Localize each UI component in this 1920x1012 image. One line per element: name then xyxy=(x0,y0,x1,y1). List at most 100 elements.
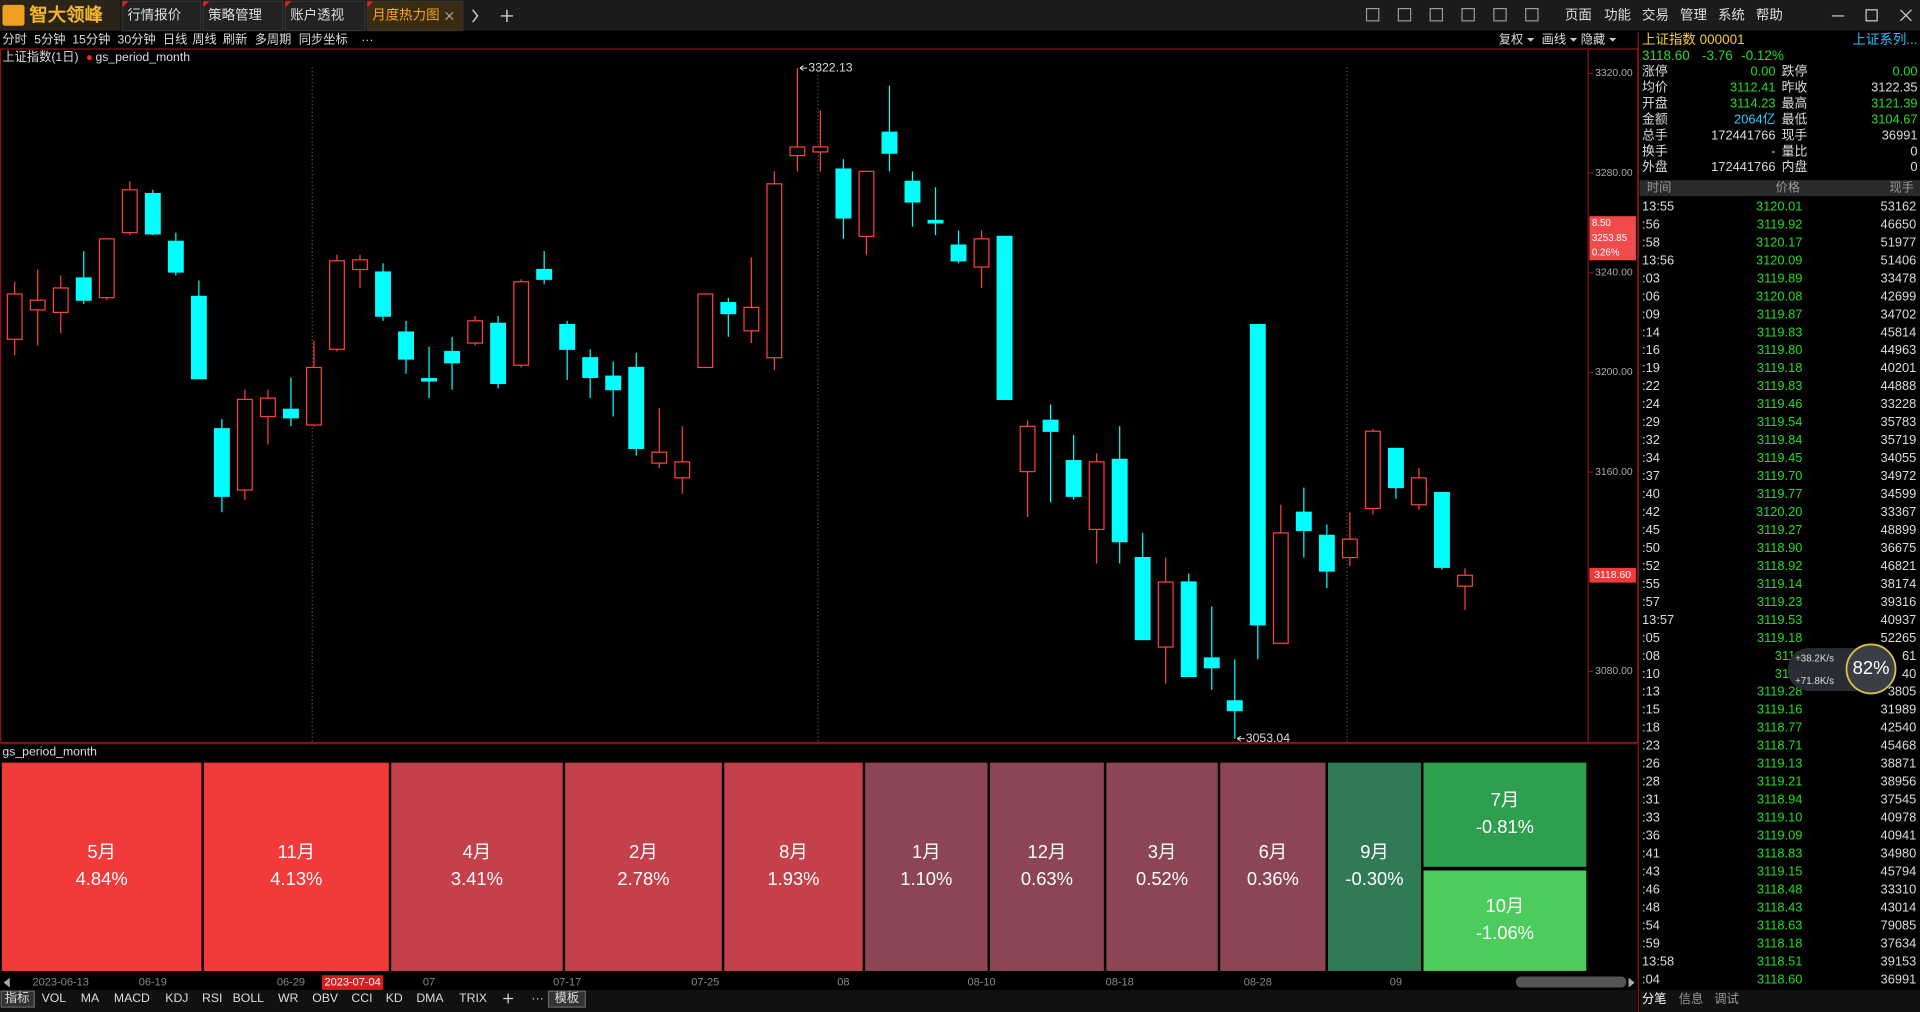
tick-time: :37 xyxy=(1642,468,1660,483)
tick-volume: 45794 xyxy=(1881,863,1917,878)
indicator-button[interactable]: TRIX xyxy=(459,991,487,1005)
period-button[interactable]: 5分钟 xyxy=(34,32,65,47)
heat-cell[interactable] xyxy=(988,761,1106,973)
toolbar-right[interactable]: 画线 xyxy=(1542,33,1566,47)
period-button[interactable]: 多周期 xyxy=(255,33,292,47)
period-button[interactable]: 分时 xyxy=(2,33,26,47)
toolbar-icon[interactable] xyxy=(1461,7,1475,22)
heat-cell[interactable] xyxy=(0,761,203,973)
stat-value: 0 xyxy=(1910,143,1917,158)
heat-cell[interactable] xyxy=(1326,761,1423,973)
tab-close[interactable] xyxy=(445,11,454,21)
period-button[interactable]: 15分钟 xyxy=(72,32,110,47)
candle-body xyxy=(1088,461,1105,531)
tab-add[interactable] xyxy=(500,9,514,23)
sidebar-tab[interactable]: 分笔 xyxy=(1642,991,1666,1006)
win-max[interactable] xyxy=(1865,9,1878,22)
scroll-left[interactable] xyxy=(3,977,10,988)
tick-price: 3119.18 xyxy=(1757,360,1803,375)
indicator-button[interactable]: KD xyxy=(386,991,403,1005)
series-link[interactable]: 上证系列... xyxy=(1852,32,1917,47)
win-close[interactable] xyxy=(1899,9,1912,22)
indicator-button[interactable]: MACD xyxy=(114,991,150,1005)
period-button[interactable]: 周线 xyxy=(192,33,216,47)
heat-cell[interactable] xyxy=(863,761,989,973)
toolbar-icon[interactable] xyxy=(1397,7,1412,22)
sidebar-tab[interactable]: 信息 xyxy=(1679,991,1703,1006)
period-button[interactable]: 同步坐标 xyxy=(299,33,348,47)
menu-item[interactable]: 帮助 xyxy=(1756,7,1783,22)
heat-cell[interactable] xyxy=(202,761,390,973)
indicator-button[interactable]: RSI xyxy=(202,991,222,1005)
tab-next[interactable] xyxy=(472,9,479,23)
tick-time: :48 xyxy=(1642,899,1660,914)
template-bg[interactable] xyxy=(547,990,586,1008)
tick-price: 3119.18 xyxy=(1757,630,1803,645)
heat-cell[interactable] xyxy=(1422,761,1588,869)
tick-volume: 79085 xyxy=(1881,917,1917,932)
tick-price: 3119.54 xyxy=(1757,414,1803,429)
period-button[interactable]: 刷新 xyxy=(223,32,247,47)
heat-cell[interactable] xyxy=(723,761,864,973)
indicator-add[interactable] xyxy=(503,993,514,1004)
template-button[interactable]: 模板 xyxy=(555,991,579,1005)
tick-time: 13:55 xyxy=(1642,198,1674,213)
heat-cell[interactable] xyxy=(1218,761,1327,973)
indicator-button[interactable]: CCI xyxy=(351,991,372,1005)
toolbar-icon[interactable] xyxy=(1525,7,1539,22)
heat-cell[interactable] xyxy=(563,761,724,973)
tick-price: 3118.92 xyxy=(1757,558,1803,573)
period-button[interactable]: 30分钟 xyxy=(118,32,156,47)
tick-price: 3118.77 xyxy=(1757,720,1803,735)
tab[interactable] xyxy=(121,0,202,32)
stat-value: 0.00 xyxy=(1893,64,1918,79)
tab-corner xyxy=(367,1,374,8)
heat-cell[interactable] xyxy=(390,761,564,973)
menu-item[interactable]: 交易 xyxy=(1642,6,1669,22)
menu-item[interactable]: 功能 xyxy=(1604,7,1631,22)
toolbar-icon[interactable] xyxy=(1365,7,1380,22)
tab[interactable] xyxy=(366,0,464,32)
tab[interactable] xyxy=(202,0,284,32)
scroll-right[interactable] xyxy=(1628,977,1635,988)
heat-cell[interactable] xyxy=(1105,761,1219,973)
tick-volume: 38174 xyxy=(1881,576,1917,591)
menu-item[interactable]: 系统 xyxy=(1718,7,1745,22)
tab[interactable] xyxy=(284,0,366,32)
tab-label[interactable]: 账户透视 xyxy=(290,6,344,22)
indicator-button[interactable]: VOL xyxy=(42,991,67,1005)
heat-value: 4.13% xyxy=(270,868,322,889)
heat-value: -0.30% xyxy=(1345,868,1403,889)
tab-label[interactable]: 行情报价 xyxy=(127,7,181,22)
indicator-button[interactable]: BOLL xyxy=(233,991,264,1005)
indicator-button[interactable]: WR xyxy=(278,991,299,1005)
indicator-button[interactable]: KDJ xyxy=(165,991,188,1005)
tick-time: 13:57 xyxy=(1642,612,1674,627)
sidebar-tab[interactable]: 调试 xyxy=(1714,991,1738,1006)
indicator-button[interactable]: OBV xyxy=(312,991,339,1005)
indicator-more[interactable]: ··· xyxy=(531,991,543,1005)
tab-label[interactable]: 策略管理 xyxy=(208,6,262,22)
stat-label: 外盘 xyxy=(1642,159,1668,174)
indicator-bar xyxy=(0,989,1638,1012)
indicator-button[interactable]: MA xyxy=(81,991,100,1005)
toolbar-more[interactable]: ··· xyxy=(361,33,373,47)
scroll-thumb[interactable] xyxy=(1515,976,1627,988)
toolbar-right[interactable]: 复权 xyxy=(1499,33,1523,47)
tick-volume: 46650 xyxy=(1881,216,1917,231)
toolbar-right[interactable]: 隐藏 xyxy=(1581,33,1605,47)
tab-label[interactable]: 月度热力图 xyxy=(372,7,439,22)
toolbar-icon[interactable] xyxy=(1429,7,1444,22)
candle-body xyxy=(6,293,23,340)
menu-item[interactable]: 页面 xyxy=(1565,7,1592,22)
candle-body xyxy=(651,451,668,464)
tick-time: :33 xyxy=(1642,810,1660,825)
period-button[interactable]: 日线 xyxy=(163,33,187,47)
indicator-button[interactable]: DMA xyxy=(416,991,444,1005)
stat-label: 最高 xyxy=(1782,96,1808,111)
menu-item[interactable]: 管理 xyxy=(1680,7,1707,22)
tick-price: 3119.09 xyxy=(1757,828,1803,843)
heat-cell[interactable] xyxy=(1422,869,1588,973)
toolbar-icon[interactable] xyxy=(1493,7,1507,22)
